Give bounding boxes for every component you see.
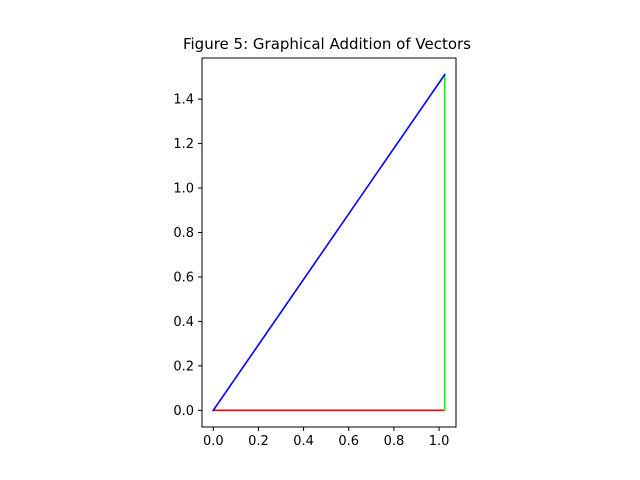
x-axis: 0.0 0.2 0.4 0.6 0.8 1.0	[203, 427, 449, 449]
y-tick-label: 1.0	[173, 182, 194, 197]
y-tick-label: 0.2	[173, 359, 194, 374]
chart-title: Figure 5: Graphical Addition of Vectors	[183, 35, 471, 53]
y-tick-label: 0.6	[173, 270, 194, 285]
series-line-2	[212, 73, 446, 412]
x-tick-label: 1.0	[429, 434, 450, 449]
x-tick-label: 0.2	[248, 434, 269, 449]
x-tick-label: 0.4	[293, 434, 314, 449]
y-tick-label: 0.0	[173, 404, 194, 419]
y-tick-label: 1.4	[173, 93, 194, 108]
x-tick-label: 0.0	[203, 434, 224, 449]
y-tick-label: 0.4	[173, 315, 194, 330]
y-tick-label: 1.2	[173, 137, 194, 152]
axes-frame	[201, 57, 457, 428]
plot-area	[212, 73, 446, 412]
y-tick-label: 0.8	[173, 226, 194, 241]
x-tick-label: 0.6	[338, 434, 359, 449]
x-tick-label: 0.8	[384, 434, 405, 449]
y-axis: 0.0 0.2 0.4 0.6 0.8 1.0 1.2 1.4	[173, 93, 202, 419]
